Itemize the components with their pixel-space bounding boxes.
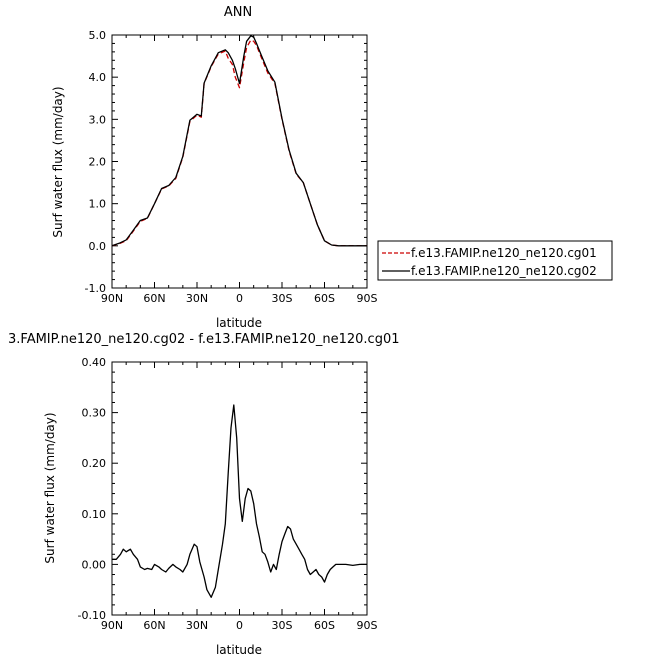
top-panel-title: ANN bbox=[224, 5, 252, 20]
bottom-ytick-label: 0.40 bbox=[82, 356, 107, 369]
top-ytick-label: 3.0 bbox=[89, 113, 107, 126]
bottom-series-line-0 bbox=[112, 404, 367, 598]
bottom-panel-title: 3.FAMIP.ne120_ne120.cg02 - f.e13.FAMIP.n… bbox=[8, 332, 400, 347]
bottom-ylabel: Surf water flux (mm/day) bbox=[43, 412, 57, 563]
top-xtick-label: 60S bbox=[314, 292, 335, 305]
top-xtick-label: 30N bbox=[186, 292, 208, 305]
bottom-xtick-label: 60S bbox=[314, 619, 335, 632]
bottom-xtick-label: 60N bbox=[143, 619, 165, 632]
top-ytick-label: 2.0 bbox=[89, 156, 107, 169]
legend-label-cg01: f.e13.FAMIP.ne120_ne120.cg01 bbox=[411, 246, 597, 260]
legend-box bbox=[377, 240, 613, 281]
top-xtick-label: 60N bbox=[143, 292, 165, 305]
top-ytick-label: -1.0 bbox=[85, 282, 106, 295]
top-series-line-0 bbox=[111, 39, 367, 247]
bottom-ytick-label: 0.20 bbox=[82, 457, 107, 470]
bottom-panel: -0.10 0.00 0.10 0.20 0.30 0.40 90N 60N 30N 0 30S 6… bbox=[78, 356, 378, 632]
top-y-ticks: -1.0 0.0 1.0 2.0 3.0 4.0 5.0 bbox=[85, 29, 367, 295]
bottom-xtick-label: 30N bbox=[186, 619, 208, 632]
bottom-xtick-label: 0 bbox=[236, 619, 243, 632]
bottom-ytick-label: -0.10 bbox=[78, 609, 106, 622]
top-ytick-label: 5.0 bbox=[89, 29, 107, 42]
bottom-x-ticks: 90N 60N 30N 0 30S 60S 90S bbox=[101, 362, 378, 632]
top-plot-frame bbox=[111, 34, 368, 289]
bottom-xtick-label: 90N bbox=[101, 619, 123, 632]
top-xtick-label: 90N bbox=[101, 292, 123, 305]
top-ytick-label: 1.0 bbox=[89, 198, 107, 211]
top-ylabel: Surf water flux (mm/day) bbox=[51, 86, 65, 237]
bottom-xtick-label: 30S bbox=[272, 619, 293, 632]
bottom-ytick-label: 0.30 bbox=[82, 407, 107, 420]
top-lines bbox=[111, 35, 367, 247]
bottom-xtick-label: 90S bbox=[357, 619, 378, 632]
top-xtick-label: 30S bbox=[272, 292, 293, 305]
bottom-y-ticks: -0.10 0.00 0.10 0.20 0.30 0.40 bbox=[78, 356, 367, 622]
top-ytick-label: 0.0 bbox=[89, 240, 107, 253]
bottom-lines bbox=[112, 404, 367, 598]
bottom-xlabel: latitude bbox=[216, 643, 262, 657]
top-xtick-label: 90S bbox=[357, 292, 378, 305]
bottom-ytick-label: 0.00 bbox=[82, 558, 107, 571]
top-x-ticks: 90N 60N 30N 0 30S 60S 90S bbox=[101, 35, 378, 305]
bottom-ytick-label: 0.10 bbox=[82, 508, 107, 521]
legend: f.e13.FAMIP.ne120_ne120.cg01 f.e13.FAMIP… bbox=[377, 240, 613, 281]
top-ytick-label: 4.0 bbox=[89, 71, 107, 84]
top-xtick-label: 0 bbox=[236, 292, 243, 305]
top-xlabel: latitude bbox=[216, 316, 262, 330]
top-panel: -1.00.01.02.03.04.05.0 90N 60N 30N 0 30S 60S 9… bbox=[85, 29, 378, 305]
top-series-line-1 bbox=[111, 35, 367, 247]
legend-label-cg02: f.e13.FAMIP.ne120_ne120.cg02 bbox=[411, 264, 597, 278]
